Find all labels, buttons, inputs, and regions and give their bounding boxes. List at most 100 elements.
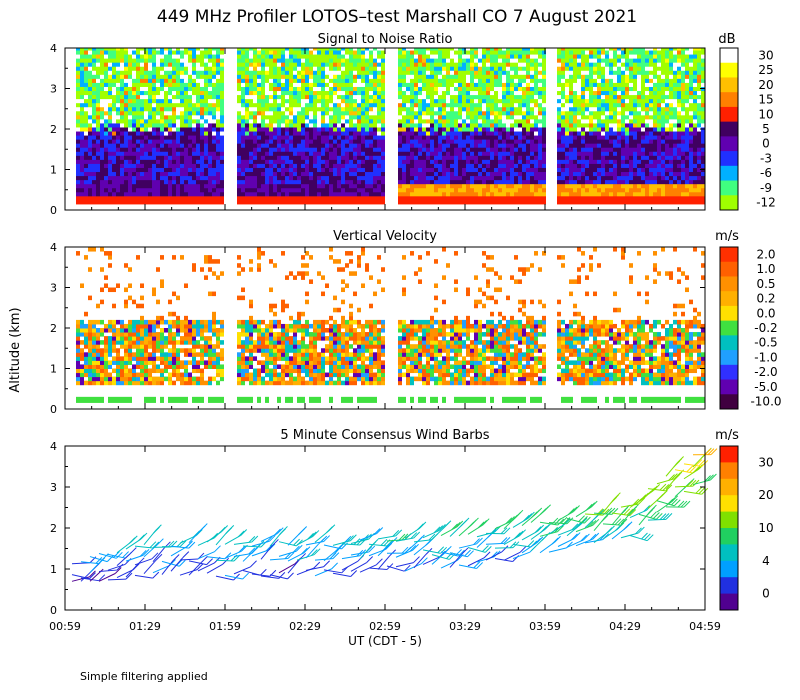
snr-cell — [510, 122, 514, 128]
snr-cell — [136, 179, 140, 185]
snr-cell — [172, 90, 176, 96]
snr-cell — [261, 179, 265, 185]
snr-cell — [534, 90, 538, 96]
snr-cell — [585, 48, 589, 51]
snr-cell — [337, 118, 341, 124]
snr-cell — [589, 48, 593, 51]
snr-cell — [522, 50, 526, 55]
snr-cell — [273, 155, 277, 160]
snr-cell — [216, 126, 220, 132]
snr-cell — [120, 179, 124, 185]
snr-cell — [510, 82, 514, 87]
snr-cell — [257, 62, 261, 67]
snr-cell — [577, 110, 581, 116]
snr-cell — [112, 126, 116, 132]
snr-cell — [542, 151, 546, 156]
snr-cell — [609, 151, 613, 156]
snr-cell — [208, 102, 212, 108]
snr-cell — [176, 102, 180, 108]
snr-cell — [402, 139, 406, 144]
snr-cell — [450, 163, 454, 168]
snr-cell — [617, 50, 621, 55]
snr-cell — [494, 131, 498, 136]
snr-cell — [430, 171, 434, 177]
snr-cell — [426, 86, 430, 92]
snr-cell — [530, 94, 534, 100]
snr-cell — [204, 110, 208, 116]
snr-cell — [253, 82, 257, 87]
snr-cell — [216, 183, 220, 189]
snr-cell — [438, 155, 442, 160]
snr-cell — [100, 183, 104, 189]
snr-cell — [410, 163, 414, 168]
snr-cell — [160, 195, 164, 201]
snr-cell — [418, 62, 422, 67]
snr-cell — [438, 66, 442, 71]
snr-cell — [136, 86, 140, 92]
snr-cell — [245, 143, 249, 148]
snr-cell — [188, 167, 192, 173]
snr-cell — [593, 94, 597, 100]
snr-cell — [538, 82, 542, 87]
snr-cell — [152, 147, 156, 152]
snr-cell — [253, 155, 257, 160]
snr-cell — [514, 66, 518, 71]
snr-cell — [285, 98, 289, 104]
snr-cell — [128, 90, 132, 96]
snr-cell — [422, 199, 426, 205]
snr-cell — [406, 98, 410, 104]
snr-cell — [325, 195, 329, 201]
snr-cell — [462, 187, 466, 193]
snr-cell — [569, 199, 573, 205]
snr-cell — [208, 48, 212, 51]
snr-cell — [474, 74, 478, 79]
snr-cell — [446, 90, 450, 96]
snr-cell — [406, 58, 410, 63]
snr-cell — [506, 143, 510, 148]
snr-cell — [337, 62, 341, 67]
snr-cell — [442, 102, 446, 108]
snr-cell — [597, 159, 601, 164]
snr-cell — [406, 118, 410, 124]
snr-cell — [565, 143, 569, 148]
snr-cell — [96, 58, 100, 63]
snr-cell — [301, 90, 305, 96]
snr-cell — [116, 135, 120, 140]
snr-cell — [100, 118, 104, 124]
snr-cell — [565, 86, 569, 92]
snr-cell — [241, 135, 245, 140]
snr-cell — [249, 143, 253, 148]
snr-cell — [76, 66, 80, 71]
snr-cell — [526, 163, 530, 168]
snr-cell — [585, 175, 589, 181]
snr-cell — [289, 48, 293, 51]
snr-cell — [349, 175, 353, 181]
snr-cell — [418, 175, 422, 181]
snr-cell — [313, 195, 317, 201]
snr-cell — [212, 199, 216, 205]
snr-cell — [116, 179, 120, 185]
snr-cell — [410, 122, 414, 128]
snr-cell — [585, 62, 589, 67]
snr-cell — [581, 98, 585, 104]
snr-cell — [542, 86, 546, 92]
snr-cell — [454, 102, 458, 108]
snr-cell — [208, 90, 212, 96]
snr-cell — [557, 54, 561, 59]
snr-cell — [321, 90, 325, 96]
snr-cell — [76, 147, 80, 152]
snr-cell — [321, 171, 325, 177]
snr-cell — [486, 171, 490, 177]
snr-cell — [422, 155, 426, 160]
snr-cell — [337, 82, 341, 87]
snr-cell — [245, 94, 249, 100]
snr-cell — [309, 147, 313, 152]
snr-cell — [273, 74, 277, 79]
snr-cell — [136, 143, 140, 148]
snr-cell — [470, 159, 474, 164]
snr-cell — [478, 195, 482, 201]
snr-cell — [297, 82, 301, 87]
snr-cell — [494, 58, 498, 63]
snr-cell — [164, 62, 168, 67]
snr-cell — [398, 171, 402, 177]
